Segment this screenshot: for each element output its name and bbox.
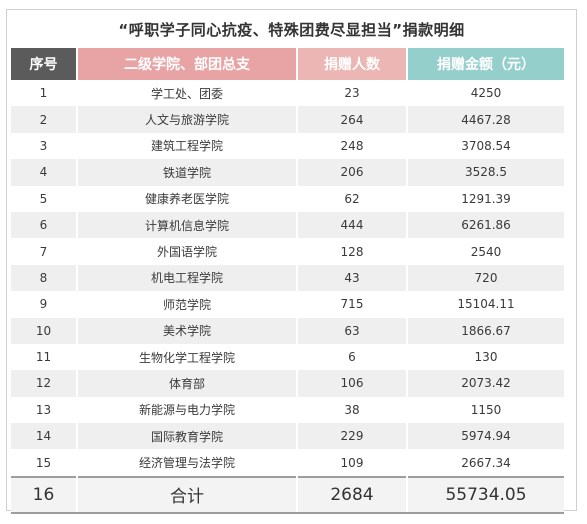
table-row: 15 经济管理与法学院 109 2667.34 [11, 449, 564, 477]
cell-unit: 健康养老医学院 [77, 185, 298, 212]
cell-seq: 5 [11, 185, 78, 212]
cell-amount: 130 [407, 343, 564, 371]
cell-count: 264 [297, 106, 408, 133]
cell-count: 38 [297, 396, 408, 424]
cell-seq: 4 [11, 159, 78, 186]
cell-unit: 外国语学院 [77, 238, 298, 265]
cell-seq: 7 [11, 238, 78, 265]
cell-seq: 12 [11, 370, 78, 397]
cell-amount: 4250 [407, 80, 564, 107]
total-count: 2684 [297, 475, 408, 514]
cell-unit: 新能源与电力学院 [77, 396, 298, 424]
cell-seq: 9 [11, 291, 78, 318]
cell-count: 206 [297, 159, 408, 186]
table-row: 14 国际教育学院 229 5974.94 [11, 423, 564, 450]
cell-count: 109 [297, 449, 408, 477]
cell-seq: 11 [11, 343, 78, 371]
cell-unit: 国际教育学院 [77, 423, 298, 450]
cell-amount: 2540 [407, 238, 564, 265]
cell-amount: 1291.39 [407, 185, 564, 212]
document-title: “呼职学子同心抗疫、特殊团费尽显担当”捐款明细 [118, 21, 465, 39]
cell-amount: 1150 [407, 396, 564, 424]
header-count: 捐赠人数 [297, 48, 408, 80]
cell-count: 6 [297, 343, 408, 371]
cell-count: 106 [297, 370, 408, 397]
cell-unit: 计算机信息学院 [77, 211, 298, 239]
cell-unit: 体育部 [77, 370, 298, 397]
cell-count: 23 [297, 80, 408, 107]
cell-seq: 14 [11, 423, 78, 450]
cell-seq: 2 [11, 106, 78, 133]
cell-count: 444 [297, 211, 408, 239]
table-row: 8 机电工程学院 43 720 [11, 264, 564, 292]
cell-seq: 15 [11, 449, 78, 477]
table-row: 12 体育部 106 2073.42 [11, 370, 564, 397]
cell-unit: 经济管理与法学院 [77, 449, 298, 477]
table-row: 1 学工处、团委 23 4250 [11, 80, 564, 107]
table-header-row: 序号 二级学院、部团总支 捐赠人数 捐赠金额（元） [11, 48, 564, 80]
cell-unit: 学工处、团委 [77, 80, 298, 107]
cell-amount: 2073.42 [407, 370, 564, 397]
donation-table: 序号 二级学院、部团总支 捐赠人数 捐赠金额（元） 1 学工处、团委 23 4250 2… [11, 48, 564, 514]
cell-amount: 1866.67 [407, 317, 564, 344]
total-label: 合计 [77, 475, 298, 514]
cell-count: 229 [297, 423, 408, 450]
header-seq: 序号 [11, 48, 78, 80]
cell-seq: 1 [11, 80, 78, 107]
cell-count: 248 [297, 132, 408, 160]
table-row: 5 健康养老医学院 62 1291.39 [11, 185, 564, 212]
cell-count: 43 [297, 264, 408, 292]
header-unit: 二级学院、部团总支 [77, 48, 298, 80]
cell-seq: 3 [11, 132, 78, 160]
cell-amount: 5974.94 [407, 423, 564, 450]
cell-amount: 6261.86 [407, 211, 564, 239]
table-row: 9 师范学院 715 15104.11 [11, 291, 564, 318]
table-row: 11 生物化学工程学院 6 130 [11, 343, 564, 371]
cell-count: 128 [297, 238, 408, 265]
table-row: 13 新能源与电力学院 38 1150 [11, 396, 564, 424]
table-row: 2 人文与旅游学院 264 4467.28 [11, 106, 564, 133]
table-row: 7 外国语学院 128 2540 [11, 238, 564, 265]
cell-unit: 人文与旅游学院 [77, 106, 298, 133]
cell-amount: 720 [407, 264, 564, 292]
total-row: 16 合计 2684 55734.05 [11, 475, 564, 514]
header-amount: 捐赠金额（元） [407, 48, 564, 80]
cell-amount: 15104.11 [407, 291, 564, 318]
cell-count: 715 [297, 291, 408, 318]
cell-seq: 6 [11, 211, 78, 239]
cell-amount: 3708.54 [407, 132, 564, 160]
cell-count: 62 [297, 185, 408, 212]
cell-amount: 4467.28 [407, 106, 564, 133]
cell-amount: 3528.5 [407, 159, 564, 186]
cell-seq: 13 [11, 396, 78, 424]
table-body: 1 学工处、团委 23 4250 2 人文与旅游学院 264 4467.28 3 建筑工程学院 24… [11, 80, 564, 477]
cell-seq: 8 [11, 264, 78, 292]
total-amount: 55734.05 [407, 475, 564, 514]
cell-unit: 师范学院 [77, 291, 298, 318]
table-row: 3 建筑工程学院 248 3708.54 [11, 132, 564, 160]
cell-unit: 美术学院 [77, 317, 298, 344]
total-seq: 16 [11, 475, 78, 514]
table-row: 10 美术学院 63 1866.67 [11, 317, 564, 344]
cell-count: 63 [297, 317, 408, 344]
cell-amount: 2667.34 [407, 449, 564, 477]
cell-unit: 生物化学工程学院 [77, 343, 298, 371]
cell-seq: 10 [11, 317, 78, 344]
table-row: 4 铁道学院 206 3528.5 [11, 159, 564, 186]
cell-unit: 机电工程学院 [77, 264, 298, 292]
table-row: 6 计算机信息学院 444 6261.86 [11, 211, 564, 239]
cell-unit: 铁道学院 [77, 159, 298, 186]
cell-unit: 建筑工程学院 [77, 132, 298, 160]
